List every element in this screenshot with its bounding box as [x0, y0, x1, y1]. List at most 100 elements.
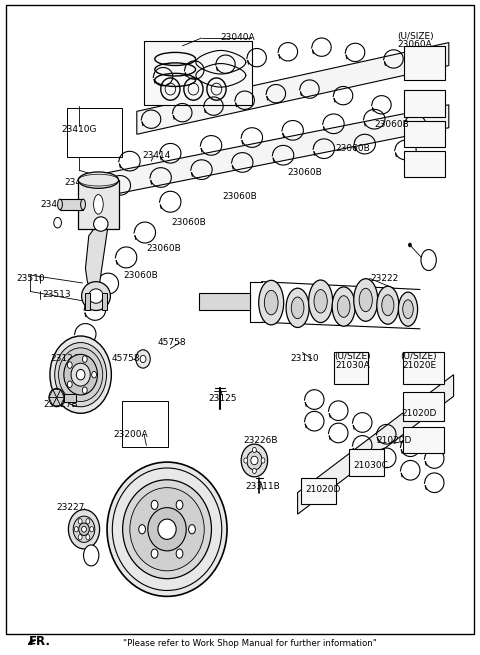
Bar [404, 46, 445, 80]
Text: 23200A: 23200A [114, 430, 148, 439]
Ellipse shape [247, 451, 262, 470]
Ellipse shape [251, 456, 258, 465]
Ellipse shape [94, 195, 103, 214]
Text: 23060B: 23060B [147, 244, 181, 253]
Text: 21020E: 21020E [402, 361, 436, 370]
Text: 23226B: 23226B [243, 436, 278, 445]
Ellipse shape [89, 289, 103, 303]
Circle shape [90, 527, 94, 532]
Circle shape [78, 519, 82, 524]
Ellipse shape [403, 300, 413, 318]
Ellipse shape [64, 354, 97, 395]
Text: 21030C: 21030C [354, 461, 388, 470]
Circle shape [84, 545, 99, 566]
Ellipse shape [309, 280, 333, 322]
Ellipse shape [337, 295, 350, 317]
Circle shape [408, 243, 411, 247]
Polygon shape [57, 390, 64, 398]
Text: (U/SIZE): (U/SIZE) [397, 31, 433, 41]
Circle shape [67, 362, 72, 368]
Circle shape [78, 534, 82, 540]
Ellipse shape [69, 510, 100, 549]
Circle shape [92, 371, 96, 378]
Bar [122, 401, 168, 447]
Circle shape [151, 500, 158, 510]
Ellipse shape [79, 523, 89, 536]
Polygon shape [137, 43, 449, 134]
Circle shape [83, 387, 87, 394]
Circle shape [74, 527, 78, 532]
Text: 23410G: 23410G [61, 124, 97, 134]
Text: 23060B: 23060B [336, 144, 370, 153]
Ellipse shape [314, 290, 327, 313]
Text: 21020D: 21020D [305, 485, 341, 494]
Text: 23227: 23227 [57, 503, 85, 512]
Ellipse shape [354, 278, 378, 321]
Ellipse shape [71, 364, 90, 386]
Text: 21030A: 21030A [336, 361, 370, 370]
Text: 23124B: 23124B [50, 354, 84, 363]
Ellipse shape [136, 350, 150, 368]
Ellipse shape [82, 282, 110, 310]
Bar [404, 121, 445, 147]
Bar [199, 293, 250, 310]
Text: 23222: 23222 [370, 274, 398, 283]
Bar [404, 151, 445, 177]
Ellipse shape [76, 369, 85, 380]
Polygon shape [53, 390, 60, 398]
Text: 45758: 45758 [157, 338, 186, 347]
Ellipse shape [50, 336, 111, 413]
Text: 23060A: 23060A [398, 40, 432, 49]
Ellipse shape [382, 295, 394, 316]
Bar [404, 90, 445, 117]
Bar [64, 394, 76, 402]
Circle shape [151, 549, 158, 558]
Circle shape [139, 525, 145, 534]
Text: 23412: 23412 [64, 178, 93, 187]
Ellipse shape [130, 487, 204, 571]
Text: FR.: FR. [29, 635, 51, 648]
Circle shape [244, 458, 248, 463]
Circle shape [83, 356, 87, 362]
Ellipse shape [78, 172, 119, 189]
Polygon shape [298, 375, 454, 514]
Circle shape [261, 458, 265, 463]
Text: 23513: 23513 [42, 290, 71, 299]
Text: (U/SIZE): (U/SIZE) [335, 352, 371, 362]
Polygon shape [85, 223, 108, 291]
Circle shape [86, 534, 90, 540]
Bar [78, 180, 119, 229]
Polygon shape [53, 398, 60, 405]
Ellipse shape [73, 516, 95, 542]
Ellipse shape [107, 462, 227, 596]
Ellipse shape [82, 527, 86, 532]
Bar [334, 352, 368, 384]
Ellipse shape [94, 217, 108, 231]
Text: 23110: 23110 [290, 354, 319, 364]
Bar [144, 41, 252, 105]
Ellipse shape [81, 199, 85, 210]
Polygon shape [49, 398, 57, 405]
Bar [85, 293, 90, 310]
Text: 23060B: 23060B [123, 271, 158, 280]
Circle shape [176, 549, 183, 558]
Circle shape [252, 447, 256, 453]
Text: "Please refer to Work Shop Manual for further information": "Please refer to Work Shop Manual for fu… [123, 639, 376, 648]
Ellipse shape [55, 343, 107, 407]
Polygon shape [103, 105, 449, 196]
Circle shape [421, 250, 436, 271]
Polygon shape [57, 398, 64, 405]
Text: A: A [88, 551, 95, 560]
Text: 21020D: 21020D [401, 409, 437, 419]
Polygon shape [49, 390, 57, 398]
Text: (U/SIZE): (U/SIZE) [401, 352, 437, 362]
Text: 23040A: 23040A [220, 33, 255, 43]
Text: 23060B: 23060B [374, 120, 409, 129]
Ellipse shape [377, 286, 399, 324]
Ellipse shape [398, 292, 418, 326]
Text: 23414: 23414 [142, 151, 171, 160]
Text: 21020D: 21020D [376, 436, 411, 445]
Bar [102, 293, 107, 310]
Circle shape [189, 525, 195, 534]
Bar [67, 108, 122, 157]
